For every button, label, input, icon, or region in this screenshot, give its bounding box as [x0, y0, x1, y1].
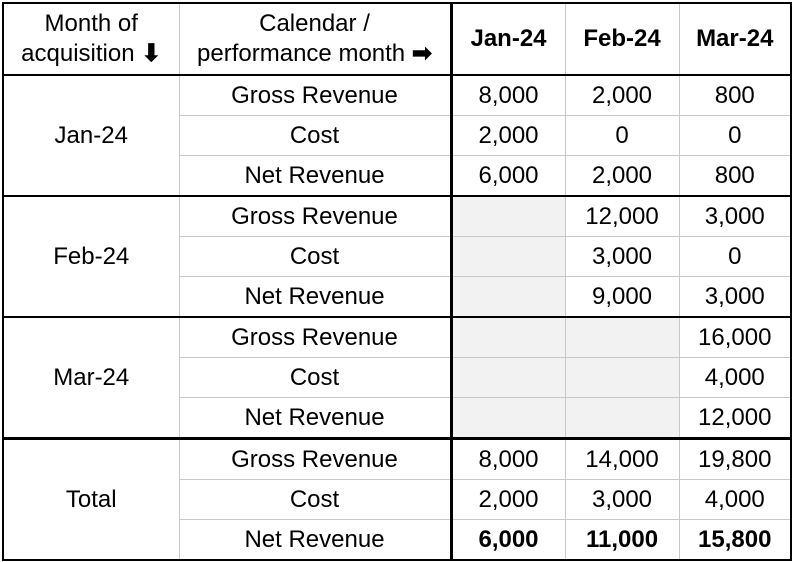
- header-month-jan: Jan-24: [449, 2, 566, 76]
- value-cell: 8,000: [449, 437, 566, 480]
- total-net-value: 11,000: [564, 519, 680, 561]
- value-cell: 9,000: [564, 276, 680, 318]
- value-cell: 800: [678, 155, 792, 197]
- metric-label: Net Revenue: [178, 276, 452, 318]
- value-cell: 3,000: [564, 479, 680, 520]
- group-label-mar: Mar-24: [2, 316, 180, 439]
- empty-cell: [449, 357, 566, 398]
- value-cell: 0: [678, 115, 792, 156]
- group-label-jan: Jan-24: [2, 74, 180, 197]
- header-row: Month of acquisition ⬇ Calendar / perfor…: [2, 2, 792, 76]
- value-cell: 3,000: [678, 276, 792, 318]
- value-cell: 14,000: [564, 437, 680, 480]
- metric-label: Gross Revenue: [178, 316, 452, 358]
- table-row: Cost 4,000: [3, 357, 792, 398]
- total-net-value: 6,000: [449, 519, 566, 561]
- table-row: Mar-24 Gross Revenue 16,000: [2, 316, 792, 439]
- metric-label: Net Revenue: [178, 155, 452, 197]
- table-row: Cost 3,000 0: [3, 236, 792, 277]
- header-acquisition-line2: acquisition: [21, 40, 135, 67]
- table-row: Jan-24 Gross Revenue 8,000 2,000 800: [2, 74, 792, 197]
- value-cell: 19,800: [678, 437, 792, 480]
- group-label-feb: Feb-24: [2, 195, 180, 318]
- metric-label: Gross Revenue: [178, 74, 452, 116]
- metric-label: Cost: [178, 357, 452, 398]
- value-cell: 4,000: [678, 479, 792, 520]
- metric-label: Cost: [178, 236, 452, 277]
- metric-label: Net Revenue: [178, 397, 452, 439]
- table-row: Cost 2,000 3,000 4,000: [3, 479, 792, 520]
- value-cell: 3,000: [564, 236, 680, 277]
- value-cell: 3,000: [678, 195, 792, 237]
- arrow-right-icon: ➡: [411, 40, 432, 67]
- empty-cell: [449, 316, 566, 358]
- empty-cell: [564, 357, 680, 398]
- value-cell: 4,000: [678, 357, 792, 398]
- header-performance-line2: performance month: [197, 40, 406, 67]
- header-month-feb: Feb-24: [564, 2, 680, 76]
- header-acquisition-month: Month of acquisition ⬇: [2, 2, 180, 76]
- metric-label: Cost: [178, 115, 452, 156]
- value-cell: 12,000: [678, 397, 792, 439]
- metric-label: Cost: [178, 479, 452, 520]
- value-cell: 16,000: [678, 316, 792, 358]
- value-cell: 12,000: [564, 195, 680, 237]
- empty-cell: [564, 397, 680, 439]
- empty-cell: [449, 195, 566, 237]
- value-cell: 2,000: [564, 155, 680, 197]
- table-row: Total Gross Revenue 8,000 14,000 19,800: [2, 437, 792, 561]
- empty-cell: [449, 236, 566, 277]
- value-cell: 0: [564, 115, 680, 156]
- total-net-value: 15,800: [678, 519, 792, 561]
- arrow-down-icon: ⬇: [141, 40, 162, 67]
- empty-cell: [564, 316, 680, 358]
- group-label-total: Total: [2, 437, 180, 561]
- header-performance-line1: Calendar /: [259, 10, 370, 37]
- header-acquisition-line1: Month of: [44, 10, 138, 37]
- metric-label: Net Revenue: [178, 519, 452, 561]
- metric-label: Gross Revenue: [178, 195, 452, 237]
- empty-cell: [449, 276, 566, 318]
- header-performance-month: Calendar / performance month ➡: [178, 2, 452, 76]
- empty-cell: [449, 397, 566, 439]
- header-month-mar: Mar-24: [678, 2, 792, 76]
- value-cell: 800: [678, 74, 792, 116]
- metric-label: Gross Revenue: [178, 437, 452, 480]
- value-cell: 2,000: [564, 74, 680, 116]
- value-cell: 6,000: [449, 155, 566, 197]
- table-row: Net Revenue 6,000 2,000 800: [3, 155, 792, 197]
- table-row: Net Revenue 6,000 11,000 15,800: [3, 519, 792, 561]
- value-cell: 0: [678, 236, 792, 277]
- value-cell: 8,000: [449, 74, 566, 116]
- value-cell: 2,000: [449, 115, 566, 156]
- value-cell: 2,000: [449, 479, 566, 520]
- table-row: Net Revenue 9,000 3,000: [3, 276, 792, 318]
- table-row: Feb-24 Gross Revenue 12,000 3,000: [2, 195, 792, 318]
- table-row: Cost 2,000 0 0: [3, 115, 792, 156]
